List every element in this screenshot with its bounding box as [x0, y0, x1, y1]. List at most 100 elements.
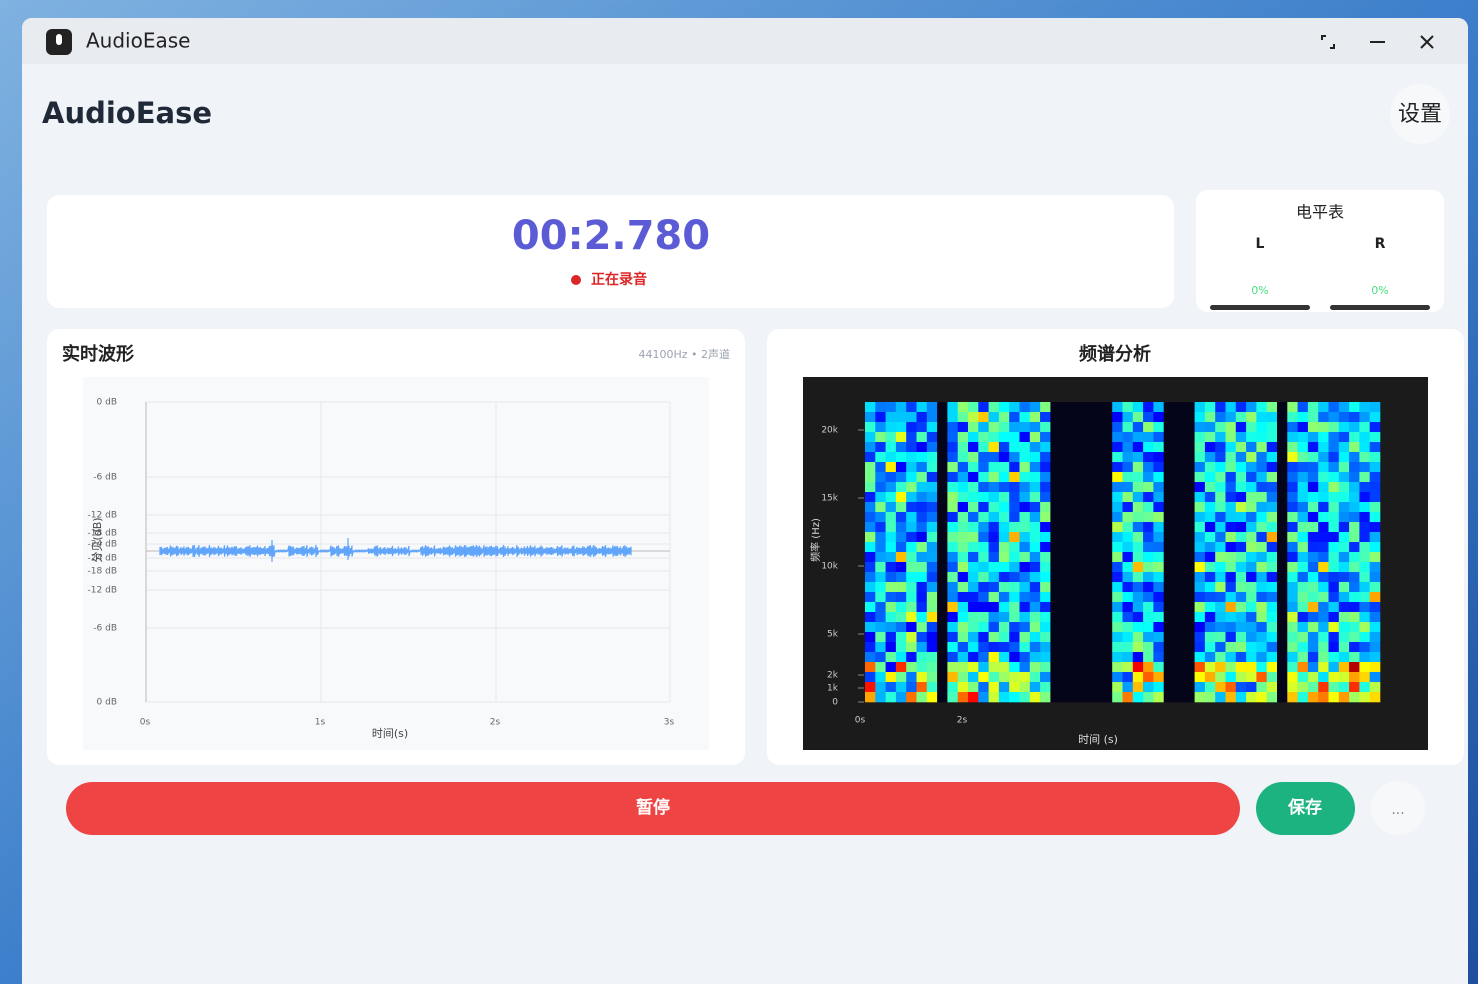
spectrogram-cell [1184, 532, 1195, 543]
spectrogram-cell [1359, 432, 1370, 443]
spectrogram-cell [1184, 622, 1195, 633]
spectrogram-cell [865, 512, 876, 523]
spectrogram-cell [978, 612, 989, 623]
spectrogram-cell [1091, 512, 1103, 523]
spectrogram-cell [1266, 522, 1278, 533]
spectrogram-cell [1009, 682, 1020, 693]
spectrogram-cell [1163, 402, 1175, 413]
spectrogram-cell [1153, 442, 1164, 453]
waveform-info: 44100Hz • 2声道 [638, 347, 730, 361]
spectrogram-cell [1153, 402, 1164, 413]
spectrogram-cell [1091, 552, 1103, 563]
level-card [1196, 190, 1444, 312]
spectrogram-cell [1174, 602, 1185, 613]
spectrogram-cell [998, 502, 1010, 513]
spectrogram-cell [1081, 402, 1092, 413]
spectrogram-cell [875, 402, 886, 413]
spectrogram-cell [1287, 562, 1298, 573]
spectrogram-cell [1277, 442, 1288, 453]
spectrogram-cell [885, 692, 897, 703]
more-label[interactable]: ... [1391, 802, 1404, 818]
spectrogram-cell [1266, 672, 1278, 683]
close-button[interactable] [1420, 35, 1434, 49]
spectrogram-cell [875, 592, 886, 603]
spectrogram-cell [947, 642, 958, 653]
spectrogram-cell [875, 462, 886, 473]
spectrogram-cell [988, 612, 1000, 623]
spectrogram-cell [1122, 602, 1134, 613]
spectrogram-cell [1194, 672, 1206, 683]
spectrogram-cell [1184, 642, 1195, 653]
spectrogram-cell [1369, 562, 1381, 573]
spectrogram-cell [957, 622, 969, 633]
spectrogram-cell [1194, 602, 1206, 613]
spectrogram-cell [1029, 492, 1041, 503]
spectrogram-cell [1318, 692, 1329, 703]
spectrogram-cell [1307, 552, 1319, 563]
spectrogram-cell [1029, 572, 1041, 583]
spectrogram-cell [1246, 492, 1257, 503]
spectrogram-cell [906, 472, 917, 483]
spectrogram-cell [1101, 432, 1113, 443]
spectrogram-cell [1246, 452, 1257, 463]
settings-button[interactable] [1390, 84, 1450, 144]
spectrogram-cell [865, 682, 876, 693]
spectrogram-cell [1143, 542, 1154, 553]
spectrogram-cell [1101, 472, 1113, 483]
spectrogram-cell [926, 462, 938, 473]
spectrogram-cell [1040, 652, 1051, 663]
more-button[interactable] [1371, 781, 1425, 835]
spectrogram-cell [1215, 452, 1226, 463]
spectrogram-cell [1153, 502, 1164, 513]
spectrogram-cell [968, 482, 979, 493]
spectrogram-cell [1349, 562, 1360, 573]
spectrogram-cell [1256, 582, 1267, 593]
spectrogram-cell [1081, 442, 1092, 453]
settings-label[interactable]: 设置 [1398, 102, 1442, 127]
spectrogram-cell [1153, 552, 1164, 563]
spectrogram-cell [1122, 622, 1134, 633]
spectrogram-cell [1153, 622, 1164, 633]
spectrogram-cell [1184, 442, 1195, 453]
spectrogram-cell [1071, 582, 1082, 593]
spectrogram-cell [1266, 682, 1278, 693]
spectrogram-cell [1277, 682, 1288, 693]
spectrogram-cell [1328, 692, 1340, 703]
spectrogram-cell [1112, 572, 1123, 583]
spectrogram-cell [988, 492, 1000, 503]
spectrogram-cell [906, 552, 917, 563]
save-button[interactable] [1256, 782, 1355, 835]
pause-label[interactable]: 暂停 [636, 797, 670, 818]
spectrogram-cell [1287, 652, 1298, 663]
y-tick-label: -6 dB [93, 624, 117, 634]
spectrogram-cell [1112, 402, 1123, 413]
spectrogram-cell [1307, 672, 1319, 683]
spectrogram-cell [916, 682, 928, 693]
spectrogram-cell [1009, 622, 1020, 633]
y-tick-label: -24 dB [88, 540, 117, 550]
spectrogram-cell [1369, 532, 1381, 543]
spectrogram-cell [1287, 552, 1298, 563]
spectrogram-cell [1287, 512, 1298, 523]
spectrogram-cell [1225, 622, 1237, 633]
spectrogram-cell [1081, 602, 1092, 613]
x-tick-label: 0s [855, 716, 866, 726]
maximize-button[interactable] [1321, 35, 1335, 49]
spectrogram-cell [1194, 482, 1206, 493]
spectrogram-cell [1101, 552, 1113, 563]
spectrogram-cell [1318, 442, 1329, 453]
spectrogram-cell [1029, 662, 1041, 673]
spectrogram-cell [865, 592, 876, 603]
save-label[interactable]: 保存 [1287, 797, 1322, 818]
spectrogram-cell [1225, 462, 1237, 473]
spectrogram-cell [875, 662, 886, 673]
y-tick-label: 0 dB [97, 398, 117, 408]
spectrogram-cell [1266, 562, 1278, 573]
spectrogram-cell [1256, 622, 1267, 633]
spectrogram-cell [1040, 452, 1051, 463]
spectrogram-cell [1174, 462, 1185, 473]
spectrogram-cell [1204, 682, 1216, 693]
pause-button[interactable] [66, 782, 1240, 835]
spectrogram-cell [1256, 562, 1267, 573]
spectrogram-cell [957, 552, 969, 563]
